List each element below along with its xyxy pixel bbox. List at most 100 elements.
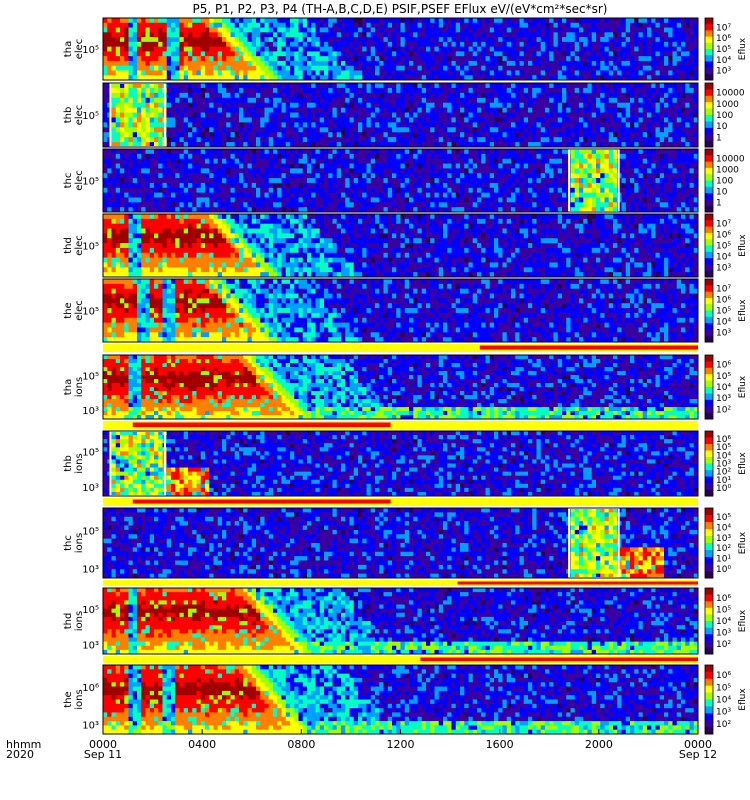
spectrogram-cell (490, 168, 495, 173)
spectrogram-cell (588, 93, 593, 98)
spectrogram-cell (435, 193, 440, 198)
spectrogram-cell (307, 164, 312, 169)
spectrogram-cell (163, 56, 168, 61)
spectrogram-cell (405, 127, 410, 132)
spectrogram-cell (337, 70, 342, 75)
colorbar-label: Eflux (738, 37, 748, 60)
spectrogram-cell (685, 37, 690, 42)
spectrogram-cell (103, 197, 108, 202)
spectrogram-cell (294, 32, 299, 37)
spectrogram-cell (175, 23, 180, 28)
spectrogram-cell (124, 56, 129, 61)
spectrogram-cell (685, 83, 690, 88)
spectrogram-cell (562, 122, 567, 127)
spectrogram-cell (422, 117, 427, 122)
spectrogram-cell (252, 113, 257, 118)
spectrogram-cell (214, 83, 219, 88)
spectrogram-cell (350, 132, 355, 137)
spectrogram-cell (566, 117, 571, 122)
spectrogram-cell (184, 202, 189, 207)
colorbar: 10⁷10⁶10⁵10⁴10³Eflux (705, 18, 748, 81)
spectrogram-cell (388, 32, 393, 37)
spectrogram-cell (163, 66, 168, 71)
spectrogram-cell (180, 61, 185, 66)
spectrogram-cell (426, 159, 431, 164)
spectrogram-cell (112, 149, 117, 154)
spectrogram-cell (333, 93, 338, 98)
spectrogram-cell (668, 61, 673, 66)
spectrogram-cell (481, 159, 486, 164)
spectrogram-cell (571, 70, 576, 75)
spectrogram-cell (447, 164, 452, 169)
spectrogram-cell (158, 56, 163, 61)
spectrogram-cell (426, 117, 431, 122)
spectrogram-cell (171, 18, 176, 23)
spectrogram-cell (112, 127, 117, 132)
spectrogram-cell (324, 23, 329, 28)
spectrogram-cell (158, 154, 163, 159)
spectrogram-cell (133, 37, 138, 42)
spectrogram-cell (252, 122, 257, 127)
spectrogram-cell (116, 173, 121, 178)
spectrogram-cell (299, 202, 304, 207)
spectrogram-cell (617, 42, 622, 47)
spectrogram-cell (367, 164, 372, 169)
spectrogram-cell (375, 28, 380, 33)
spectrogram-cell (439, 61, 444, 66)
spectrogram-cell (171, 168, 176, 173)
spectrogram-cell (235, 122, 240, 127)
spectrogram-cell (286, 149, 291, 154)
spectrogram-cell (507, 159, 512, 164)
spectrogram-cell (103, 173, 108, 178)
spectrogram-cell (656, 108, 661, 113)
spectrogram-cell (252, 98, 257, 103)
spectrogram-cell (447, 197, 452, 202)
spectrogram-cell (630, 70, 635, 75)
spectrogram-cell (498, 122, 503, 127)
spectrogram-cell (469, 159, 474, 164)
spectrogram-cell (388, 149, 393, 154)
spectrogram-cell (184, 98, 189, 103)
colorbar-tick-label: 10⁵ (716, 45, 731, 55)
spectrogram-cell (392, 66, 397, 71)
spectrogram-cell (532, 61, 537, 66)
spectrogram-cell (320, 28, 325, 33)
spectrogram-cell (243, 51, 248, 56)
spectrogram-cell (583, 113, 588, 118)
spectrogram-cell (218, 197, 223, 202)
spectrogram-cell (345, 51, 350, 56)
spectrogram-cell (379, 197, 384, 202)
spectrogram-cell (430, 56, 435, 61)
spectrogram-cell (248, 56, 253, 61)
spectrogram-cell (341, 32, 346, 37)
spectrogram-cell (197, 188, 202, 193)
spectrogram-cell (167, 47, 172, 52)
spectrogram-cell (371, 149, 376, 154)
spectrogram-cell (422, 47, 427, 52)
spectrogram-cell (435, 178, 440, 183)
spectrogram-cell (418, 202, 423, 207)
spectrogram-cell (239, 113, 244, 118)
spectrogram-cell (192, 113, 197, 118)
spectrogram-cell (107, 154, 112, 159)
spectrogram-cell (277, 56, 282, 61)
spectrogram-cell (129, 93, 134, 98)
spectrogram-cell (490, 23, 495, 28)
spectrogram-cell (541, 28, 546, 33)
spectrogram-cell (303, 132, 308, 137)
spectrogram-cell (486, 66, 491, 71)
spectrogram-cell (481, 37, 486, 42)
spectrogram-cell (175, 183, 180, 188)
spectrogram-cell (358, 32, 363, 37)
spectrogram-cell (163, 28, 168, 33)
spectrogram-cell (469, 47, 474, 52)
spectrogram-cell (303, 117, 308, 122)
spectrogram-cell (328, 18, 333, 23)
spectrogram-cell (150, 122, 155, 127)
spectrogram-cell (473, 83, 478, 88)
spectrogram-cell (651, 117, 656, 122)
spectrogram-cell (647, 93, 652, 98)
spectrogram-cell (651, 42, 656, 47)
spectrogram-cell (107, 159, 112, 164)
spectrogram-cell (154, 51, 159, 56)
